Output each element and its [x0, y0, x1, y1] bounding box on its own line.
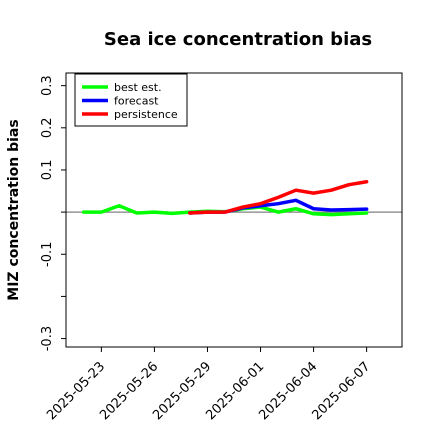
y-axis-label: MIZ concentration bias — [6, 119, 22, 300]
legend-label: best est. — [114, 81, 162, 94]
y-tick-label: 0.3 — [40, 75, 55, 96]
plot-frame — [65, 72, 403, 348]
y-tick-label: 0.1 — [40, 160, 55, 181]
series-line-persistence — [188, 180, 369, 215]
y-tick-label: -0.1 — [40, 242, 55, 267]
legend-label: forecast — [114, 95, 159, 108]
legend-label: persistence — [114, 108, 178, 121]
y-tick-label: -0.3 — [40, 326, 55, 351]
chart-title: Sea ice concentration bias — [104, 29, 372, 50]
y-tick-label: 0.2 — [40, 117, 55, 138]
